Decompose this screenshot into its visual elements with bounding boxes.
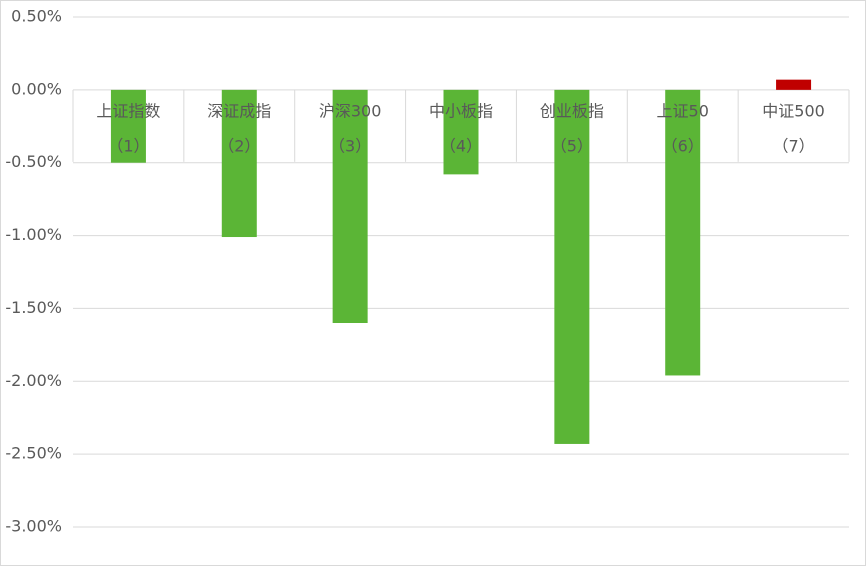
y-tick-label: -2.50%	[5, 444, 62, 463]
x-tick-number: （5）	[551, 136, 593, 155]
x-tick-label: 上证50	[657, 101, 709, 120]
x-tick-number: （7）	[772, 136, 814, 155]
y-tick-label: -2.00%	[5, 371, 62, 390]
x-tick-number: （4）	[440, 136, 482, 155]
y-tick-label: 0.00%	[11, 79, 62, 98]
bar	[443, 89, 479, 175]
x-tick-number: （1）	[107, 136, 149, 155]
x-tick-label: 上证指数	[96, 101, 160, 120]
bar	[776, 79, 812, 90]
x-tick-number: （3）	[329, 136, 371, 155]
y-tick-label: -1.50%	[5, 298, 62, 317]
y-tick-label: -0.50%	[5, 152, 62, 171]
x-tick-label: 中小板指	[429, 101, 493, 120]
x-tick-label: 深证成指	[207, 101, 271, 120]
bar	[110, 89, 146, 163]
x-tick-label: 中证500	[762, 101, 825, 120]
y-tick-label: -3.00%	[5, 517, 62, 536]
y-tick-label: -1.00%	[5, 225, 62, 244]
x-tick-number: （2）	[218, 136, 260, 155]
x-tick-label: 沪深300	[319, 101, 382, 120]
bar	[332, 89, 368, 323]
bar	[554, 89, 590, 444]
bar	[221, 89, 257, 238]
bar	[665, 89, 701, 376]
x-tick-label: 创业板指	[540, 101, 604, 120]
x-tick-number: （6）	[662, 136, 704, 155]
y-tick-label: 0.50%	[11, 7, 62, 26]
